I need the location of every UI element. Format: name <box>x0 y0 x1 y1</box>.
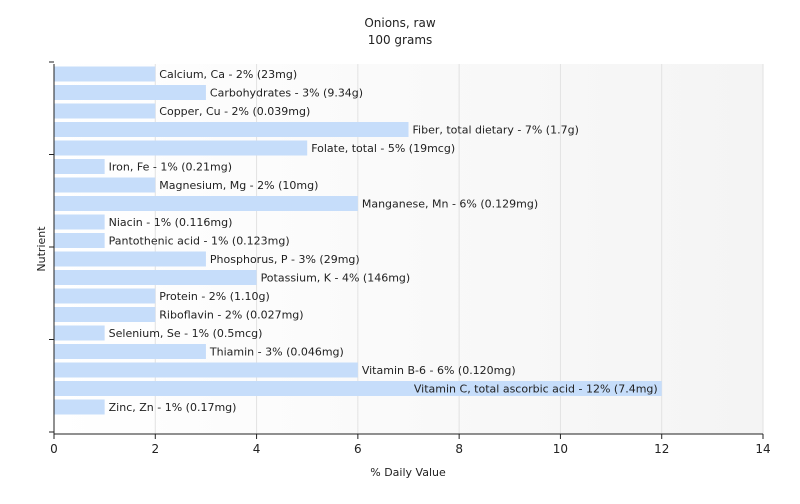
x-tick-label: 2 <box>151 442 159 456</box>
bar-label: Vitamin C, total ascorbic acid - 12% (7.… <box>414 383 658 396</box>
chart-subtitle: 100 grams <box>368 33 433 47</box>
chart-title: Onions, raw <box>364 16 436 30</box>
bar-iron-fe <box>54 159 105 174</box>
x-tick-label: 6 <box>354 442 362 456</box>
bar-label: Pantothenic acid - 1% (0.123mg) <box>109 235 290 248</box>
bar-label: Iron, Fe - 1% (0.21mg) <box>109 161 232 174</box>
bar-protein <box>54 288 156 304</box>
x-tick-label: 10 <box>553 442 568 456</box>
bar-label: Vitamin B-6 - 6% (0.120mg) <box>362 364 516 377</box>
bar-niacin <box>54 214 105 230</box>
bar-riboflavin <box>54 307 156 322</box>
plot-background <box>54 64 763 434</box>
bar-label: Protein - 2% (1.10g) <box>159 290 270 303</box>
bar-manganese-mn <box>54 196 358 211</box>
bar-calcium-ca <box>54 66 156 82</box>
bar-potassium-k <box>54 270 257 285</box>
x-axis-label: % Daily Value <box>370 466 446 479</box>
x-axis-ticks: 0 2 4 6 8 10 12 14 <box>49 61 771 456</box>
bar-copper-cu <box>54 103 156 119</box>
bar-label: Phosphorus, P - 3% (29mg) <box>210 253 360 266</box>
bar-label: Calcium, Ca - 2% (23mg) <box>159 68 297 81</box>
x-tick-label: 14 <box>755 442 770 456</box>
bar-vitamin-c-total-ascorbic-acid <box>54 381 662 396</box>
bar-label: Thiamin - 3% (0.046mg) <box>209 346 344 359</box>
bar-label: Selenium, Se - 1% (0.5mcg) <box>109 327 263 340</box>
bar-label: Niacin - 1% (0.116mg) <box>109 216 233 229</box>
bars <box>54 66 662 415</box>
bar-label: Carbohydrates - 3% (9.34g) <box>210 87 363 100</box>
bar-vitamin-b-6 <box>54 362 358 378</box>
bar-label: Zinc, Zn - 1% (0.17mg) <box>109 401 237 414</box>
bar-fiber-total-dietary <box>54 122 409 137</box>
bar-labels: Calcium, Ca - 2% (23mg) Carbohydrates - 3… <box>109 68 658 414</box>
bar-zinc-zn <box>54 399 105 415</box>
bar-label: Riboflavin - 2% (0.027mg) <box>159 309 303 322</box>
axes <box>53 64 763 435</box>
bar-label: Potassium, K - 4% (146mg) <box>261 272 411 285</box>
y-axis-label: Nutrient <box>35 226 48 272</box>
bar-phosphorus-p <box>54 251 206 267</box>
x-tick-label: 0 <box>50 442 58 456</box>
x-tick-label: 12 <box>654 442 669 456</box>
x-tick-label: 8 <box>455 442 463 456</box>
bar-label: Fiber, total dietary - 7% (1.7g) <box>413 124 579 137</box>
bar-thiamin <box>54 344 206 359</box>
bar-magnesium-mg <box>54 177 156 193</box>
bar-carbohydrates <box>54 85 206 100</box>
bar-label: Manganese, Mn - 6% (0.129mg) <box>362 198 538 211</box>
bar-label: Magnesium, Mg - 2% (10mg) <box>159 179 318 192</box>
x-tick-label: 4 <box>253 442 261 456</box>
bar-folate-total <box>54 140 308 156</box>
bar-pantothenic-acid <box>54 233 105 248</box>
bar-selenium-se <box>54 325 105 341</box>
bar-label: Folate, total - 5% (19mcg) <box>311 142 455 155</box>
bar-label: Copper, Cu - 2% (0.039mg) <box>159 105 310 118</box>
